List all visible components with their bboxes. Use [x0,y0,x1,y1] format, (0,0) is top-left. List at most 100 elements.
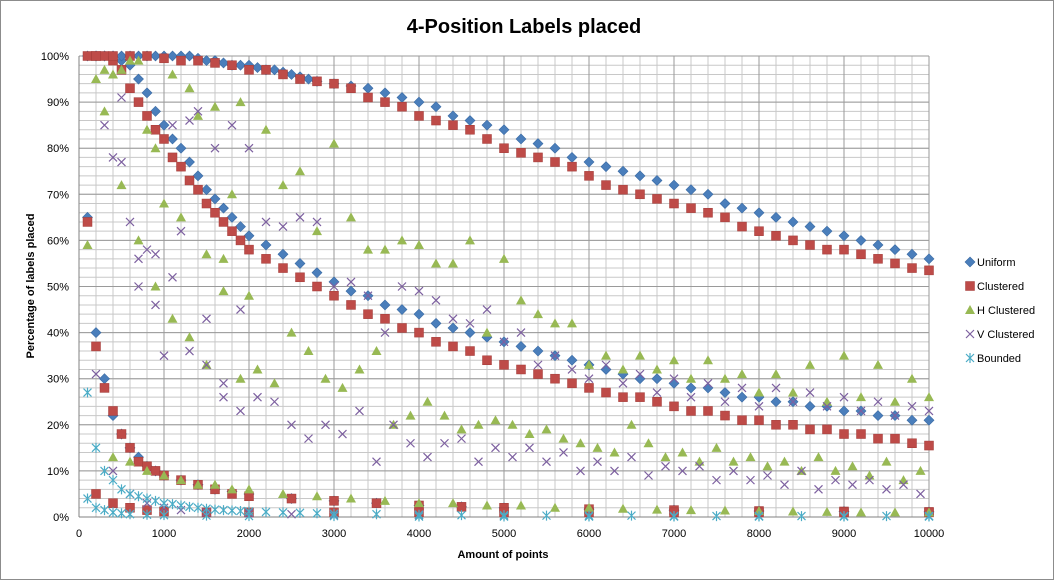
data-point [601,387,611,398]
data-point [907,401,917,411]
data-point [201,249,212,259]
y-tick-label: 80% [47,143,69,155]
data-point [168,272,177,282]
data-point [192,170,204,182]
data-point [482,500,492,510]
data-point [736,391,748,403]
data-point [627,452,636,462]
data-point [839,429,849,439]
data-point [593,457,602,467]
data-point [176,212,186,222]
data-point [142,51,152,61]
data-point [244,143,254,153]
data-point [754,387,764,397]
data-point [227,60,237,70]
data-point [363,291,373,301]
data-point [890,433,900,444]
data-point [261,217,271,227]
data-point [839,244,849,255]
data-point [141,87,153,99]
data-point [151,495,160,506]
data-point [754,511,764,522]
data-point [236,506,245,517]
data-point [533,369,543,379]
data-point [185,501,194,512]
data-point [720,373,730,383]
data-point [83,387,92,398]
data-point [108,51,118,61]
data-point [754,415,764,425]
data-point [210,58,220,68]
data-point [405,410,416,420]
data-point [788,387,798,397]
data-point [567,378,577,389]
data-point [575,438,586,448]
data-point [142,465,152,475]
data-point [397,101,407,112]
data-point [295,507,305,518]
data-point [788,397,798,407]
data-point [499,511,509,522]
data-point [99,106,110,116]
data-point [805,424,815,435]
data-point [142,509,152,520]
data-point [168,120,177,130]
data-point [482,355,492,366]
data-point [372,457,381,467]
data-point [286,327,297,337]
data-point [159,134,169,144]
data-point [890,258,900,269]
data-point [482,305,492,314]
data-point [856,406,866,416]
data-point [125,443,135,453]
data-point [550,502,560,512]
data-point [584,171,594,181]
data-point [133,97,144,107]
data-point [839,392,849,402]
data-point [253,392,262,402]
data-point [219,378,228,388]
data-point [873,433,883,444]
data-point [116,50,127,62]
data-point [651,175,663,186]
data-point [447,322,459,334]
data-point [159,510,169,521]
data-point [142,124,152,134]
data-point [583,156,595,168]
data-point [430,101,442,113]
data-point [261,124,271,134]
data-point [202,314,211,324]
data-point [618,364,628,374]
data-point [516,500,526,510]
legend-label: H Clustered [977,305,1035,317]
x-tick-label: 3000 [322,528,346,540]
data-point [117,484,126,495]
legend-marker [965,329,975,339]
data-point [158,119,170,131]
data-point [856,429,866,439]
data-point [617,165,629,177]
data-point [287,509,296,519]
data-point [397,282,407,291]
data-point [201,55,212,67]
data-point [210,143,220,153]
data-point [201,184,212,196]
data-point [125,55,135,65]
data-point [218,57,229,69]
data-point [269,378,280,388]
data-point [159,498,169,509]
data-point [244,290,254,300]
data-point [669,374,679,384]
data-point [176,500,186,511]
data-point [771,420,781,430]
data-point [431,258,441,268]
data-point [82,240,93,250]
data-point [159,351,169,361]
data-point [685,382,697,394]
data-point [703,378,713,388]
data-point [380,328,390,338]
data-point [371,498,382,508]
gridlines [78,55,930,518]
data-point [117,508,126,519]
data-point [380,495,390,505]
